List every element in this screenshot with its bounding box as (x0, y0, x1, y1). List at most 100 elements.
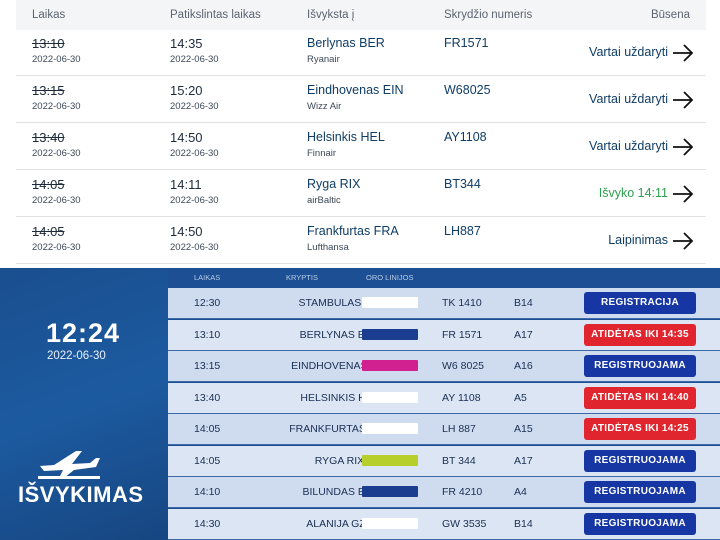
flight-row[interactable]: 13:15 2022-06-30 15:20 2022-06-30 Eindho… (16, 77, 706, 123)
flight-number: AY1108 (444, 130, 487, 144)
board-header-airline: ORO LINIJOS (366, 273, 414, 282)
airline-name: airBaltic (307, 195, 341, 206)
flight-status: Vartai uždaryti (589, 139, 668, 153)
board-flight-number: AY 1108 (442, 391, 481, 404)
finnair-logo (362, 391, 418, 403)
board-flight-number: LH 887 (442, 423, 476, 435)
header-flight-number: Skrydžio numeris (444, 9, 533, 21)
lufthansa-logo (362, 423, 418, 434)
scheduled-time: 14:05 (32, 224, 65, 239)
board-destination: BERLYNAS BER (299, 328, 380, 341)
updated-date: 2022-06-30 (170, 54, 219, 65)
scheduled-time: 13:10 (32, 36, 65, 51)
updated-time: 14:11 (170, 177, 202, 192)
board-row: 14:05 FRANKFURTAS FRA LH 887 A15 ATIDĖTA… (168, 414, 720, 445)
airbaltic-logo (362, 454, 418, 466)
board-destination: BILUNDAS BLL (302, 486, 377, 498)
scheduled-time: 13:40 (32, 130, 65, 145)
header-time: Laikas (32, 9, 66, 21)
scheduled-time: 14:05 (32, 177, 65, 192)
arrow-right-icon[interactable] (672, 43, 694, 63)
board-time: 14:05 (194, 423, 221, 435)
updated-date: 2022-06-30 (170, 148, 219, 159)
board-status: ATIDĖTAS IKI 14:25 (584, 418, 696, 440)
board-destination: HELSINKIS HEL (300, 391, 379, 404)
updated-time: 14:50 (170, 130, 203, 145)
updated-date: 2022-06-30 (170, 101, 219, 112)
board-flight-number: W6 8025 (442, 360, 485, 372)
flight-row[interactable]: 14:05 2022-06-30 14:11 2022-06-30 Ryga R… (16, 171, 706, 217)
updated-time: 14:50 (170, 224, 203, 239)
ryanair-logo (362, 486, 418, 497)
scheduled-date: 2022-06-30 (32, 148, 81, 159)
board-status: REGISTRUOJAMA (584, 512, 696, 535)
scheduled-date: 2022-06-30 (32, 242, 81, 253)
board-gate: A17 (514, 454, 533, 467)
board-row: 13:15 EINDHOVENAS EIN W6 8025 A16 REGIST… (168, 351, 720, 382)
flight-number: FR1571 (444, 36, 489, 50)
flight-number: LH887 (444, 224, 481, 238)
board-time: 14:10 (194, 486, 221, 498)
board-side-panel: 12:24 2022-06-30 IŠVYKIMAS (0, 268, 168, 540)
board-destination: ALANIJA GZP (306, 517, 373, 530)
departure-plane-icon (38, 451, 100, 479)
arrow-right-icon[interactable] (672, 137, 694, 157)
destination: Eindhovenas EIN (307, 83, 404, 97)
board-time: 13:15 (194, 360, 221, 372)
flight-number: BT344 (444, 177, 481, 191)
flight-row[interactable]: 14:05 2022-06-30 14:50 2022-06-30 Frankf… (16, 218, 706, 264)
board-row: 13:40 HELSINKIS HEL AY 1108 A5 ATIDĖTAS … (168, 382, 720, 414)
board-time: 12:30 (194, 297, 221, 309)
scheduled-date: 2022-06-30 (32, 54, 81, 65)
board-status: REGISTRUOJAMA (584, 481, 696, 503)
scheduled-date: 2022-06-30 (32, 101, 81, 112)
board-destination: STAMBULAS IST (298, 297, 381, 309)
board-time: 14:30 (194, 517, 221, 530)
board-header-destination: KRYPTIS (286, 273, 318, 282)
board-gate: A5 (514, 391, 527, 404)
board-row: 14:10 BILUNDAS BLL FR 4210 A4 REGISTRUOJ… (168, 477, 720, 508)
airline-name: Lufthansa (307, 242, 349, 253)
web-departures-list: Laikas Patikslintas laikas Išvyksta į Sk… (0, 0, 720, 266)
header-updated-time: Patikslintas laikas (170, 9, 261, 21)
board-flight-number: BT 344 (442, 454, 476, 467)
board-title: IŠVYKIMAS (18, 482, 144, 507)
board-row: 13:10 BERLYNAS BER FR 1571 A17 ATIDĖTAS … (168, 319, 720, 351)
updated-time: 14:35 (170, 36, 203, 51)
board-header: LAIKAS KRYPTIS ORO LINIJOS (168, 268, 720, 288)
header-status: Būsena (650, 9, 690, 21)
arrow-right-icon[interactable] (672, 231, 694, 251)
flight-row[interactable]: 13:40 2022-06-30 14:50 2022-06-30 Helsin… (16, 124, 706, 170)
flight-status: Vartai uždaryti (589, 45, 668, 59)
updated-date: 2022-06-30 (170, 195, 219, 206)
board-gate: A4 (514, 486, 527, 498)
flight-row[interactable]: 13:10 2022-06-30 14:35 2022-06-30 Berlyn… (16, 30, 706, 76)
board-gate: A15 (514, 423, 533, 435)
airline-name: Wizz Air (307, 101, 342, 112)
arrow-right-icon[interactable] (672, 90, 694, 110)
scheduled-date: 2022-06-30 (32, 195, 81, 206)
destination: Helsinkis HEL (307, 130, 385, 144)
arrow-right-icon[interactable] (672, 184, 694, 204)
airline-logo (362, 517, 418, 529)
wizz-air-logo (362, 360, 418, 371)
departure-board-photo: 12:24 2022-06-30 IŠVYKIMAS LAIKAS KRYPTI… (0, 268, 720, 540)
destination: Frankfurtas FRA (307, 224, 399, 238)
turkish-airlines-logo (362, 297, 418, 308)
updated-time: 15:20 (170, 83, 203, 98)
board-time: 13:40 (194, 391, 221, 404)
board-gate: B14 (514, 517, 533, 530)
flight-status: Laipinimas (608, 233, 668, 247)
board-clock: 12:24 (46, 318, 121, 348)
board-row: 14:30 ALANIJA GZP GW 3535 B14 REGISTRUOJ… (168, 508, 720, 540)
board-flight-number: FR 1571 (442, 328, 483, 341)
board-gate: A16 (514, 360, 533, 372)
board-gate: B14 (514, 297, 533, 309)
board-row: 12:30 STAMBULAS IST TK 1410 B14 REGISTRA… (168, 288, 720, 330)
board-status: ATIDĖTAS IKI 14:35 (584, 323, 696, 346)
updated-date: 2022-06-30 (170, 242, 219, 253)
header-destination: Išvyksta į (307, 9, 355, 21)
board-time: 13:10 (194, 328, 221, 341)
destination: Ryga RIX (307, 177, 361, 191)
board-gate: A17 (514, 328, 533, 341)
